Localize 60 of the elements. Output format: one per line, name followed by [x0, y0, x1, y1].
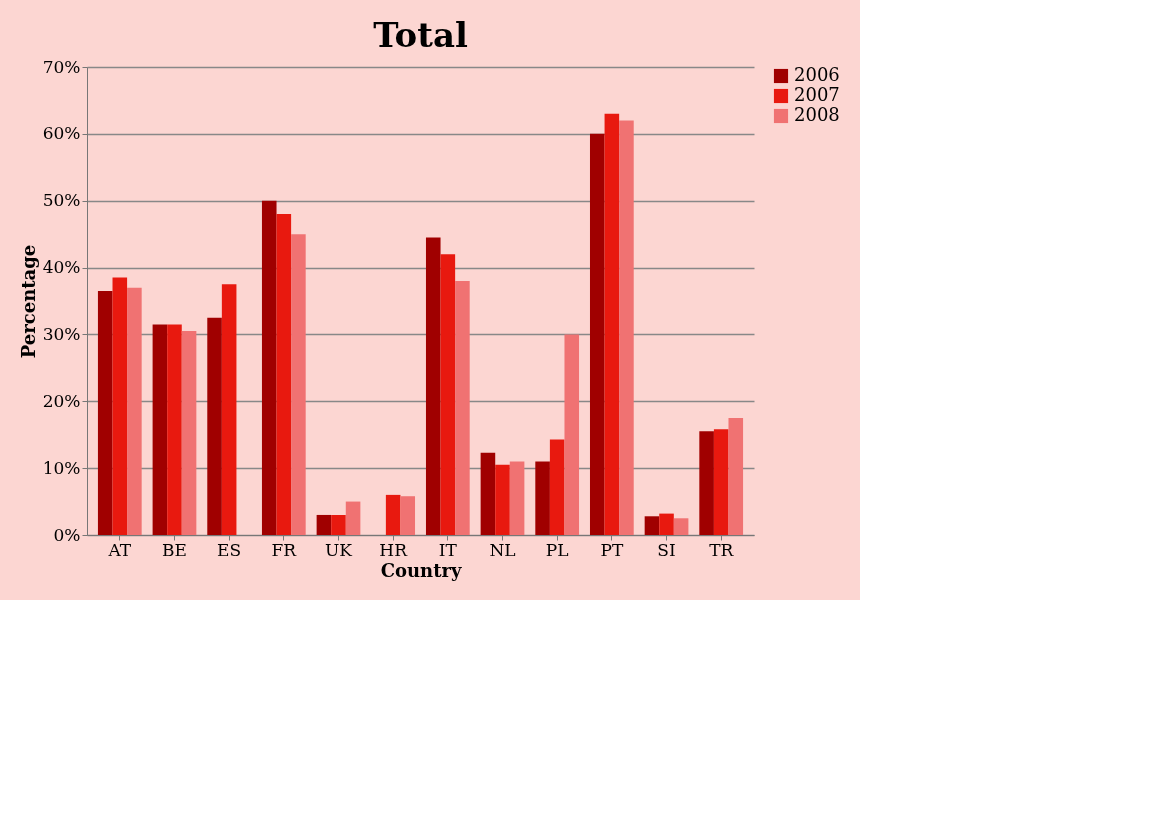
bar	[604, 113, 620, 535]
bar	[659, 513, 674, 535]
legend-label: 2008	[794, 104, 840, 125]
bar	[261, 200, 277, 535]
bar	[455, 280, 470, 535]
bar	[345, 501, 361, 535]
bar	[440, 254, 456, 535]
x-tick-label: SI	[657, 539, 676, 560]
y-tick-label: 20%	[42, 390, 81, 411]
bar	[564, 334, 580, 535]
bar	[495, 464, 510, 535]
bar	[385, 494, 401, 535]
x-tick-label: FR	[271, 539, 298, 560]
x-tick-label: PT	[600, 539, 624, 560]
y-tick-label: 10%	[42, 457, 81, 478]
bar	[400, 496, 416, 535]
bar	[316, 514, 332, 535]
bar	[480, 452, 496, 535]
chart-title: Total	[373, 15, 468, 55]
bar	[644, 516, 660, 535]
bar	[276, 214, 292, 535]
x-tick-label: ES	[217, 539, 242, 560]
legend-label: 2006	[794, 64, 840, 85]
bar	[207, 317, 222, 535]
y-axis-title: Percentage	[17, 244, 39, 359]
x-tick-label: TR	[709, 539, 735, 560]
x-tick-label: AT	[107, 539, 132, 560]
x-tick-label: IT	[438, 539, 458, 560]
x-tick-label: NL	[489, 539, 516, 560]
bar	[713, 429, 729, 535]
bar	[221, 284, 237, 535]
bar	[291, 234, 306, 535]
bar	[535, 461, 550, 535]
bar	[97, 290, 113, 535]
y-tick-label: 40%	[42, 257, 81, 278]
y-tick-label: 0%	[53, 524, 81, 545]
bar	[619, 120, 634, 535]
bar	[699, 431, 714, 535]
bar	[509, 461, 525, 535]
bar	[181, 331, 197, 535]
x-tick-label: HR	[379, 539, 409, 560]
bar	[673, 518, 689, 535]
x-tick-label: BE	[162, 539, 187, 560]
bar	[127, 287, 142, 535]
legend-label: 2007	[794, 84, 840, 105]
y-tick-label: 50%	[42, 190, 81, 211]
y-tick-label: 30%	[42, 323, 81, 344]
bar	[728, 418, 744, 535]
x-axis-title: Country	[380, 559, 462, 581]
bar	[549, 439, 565, 535]
y-tick-label: 70%	[42, 56, 81, 77]
bar	[167, 324, 182, 535]
bar	[152, 324, 168, 535]
y-tick-label: 60%	[42, 123, 81, 144]
x-tick-label: UK	[324, 539, 353, 560]
bar	[425, 237, 441, 535]
x-tick-label: PL	[545, 539, 569, 560]
bar	[112, 277, 128, 535]
bar	[589, 133, 605, 535]
bar	[331, 514, 346, 535]
